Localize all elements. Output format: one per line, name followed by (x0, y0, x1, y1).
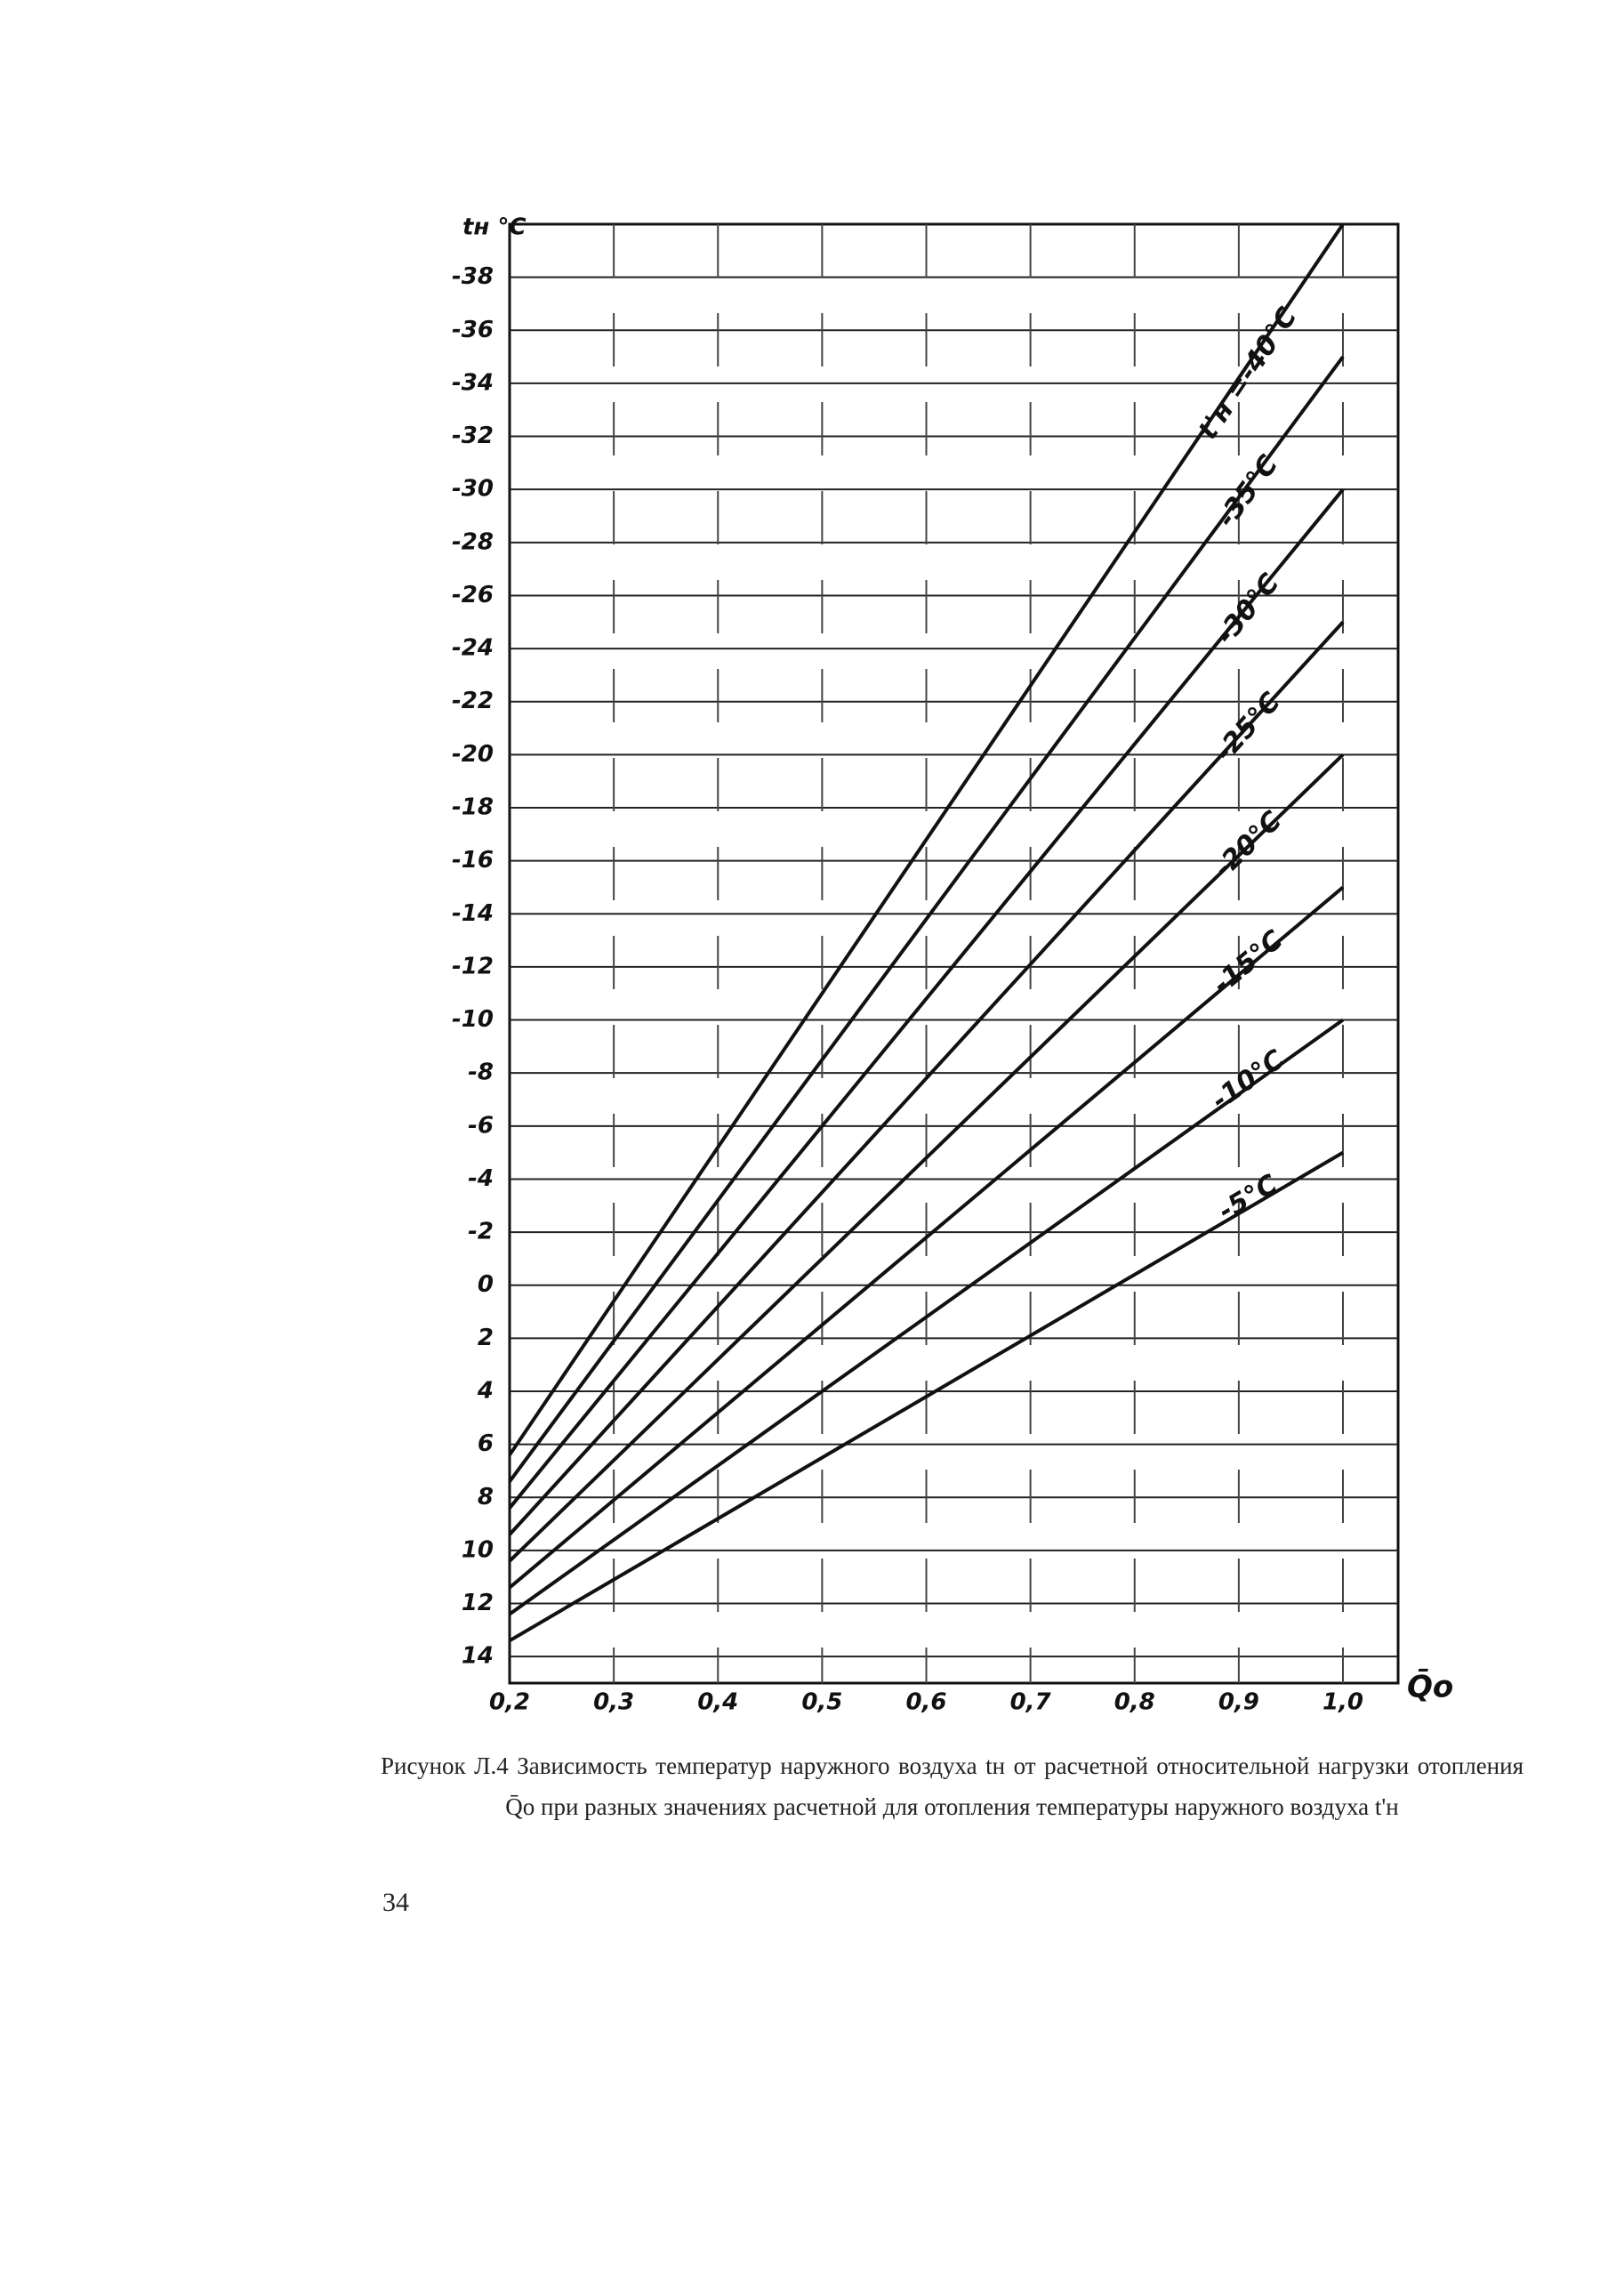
data-line (508, 753, 1345, 1563)
x-tick-label: 0,6 (905, 1689, 946, 1716)
y-tick-label: -24 (452, 635, 494, 662)
data-line (508, 885, 1345, 1590)
y-tick-label: -28 (452, 528, 494, 555)
y-tick-label: -10 (452, 1006, 494, 1033)
line-label: -5°C (1213, 1169, 1282, 1228)
y-tick-label: -6 (468, 1112, 494, 1139)
y-tick-label: -14 (452, 900, 494, 927)
y-tick-label: -4 (468, 1165, 494, 1192)
y-tick-label: -36 (452, 317, 494, 343)
data-line (508, 222, 1345, 1456)
line-label: -20°C (1208, 805, 1288, 884)
chart: tн °C Q̄o -38-36-34-32-30-28-26-24-22-20… (452, 214, 1453, 1716)
x-tick-label: 0,9 (1218, 1689, 1259, 1716)
x-axis-label: Q̄o (1407, 1667, 1453, 1704)
line-label: -10°C (1206, 1044, 1290, 1116)
y-tick-label: -2 (468, 1219, 494, 1245)
data-line (508, 355, 1345, 1483)
x-tick-label: 0,4 (697, 1689, 738, 1716)
x-tick-label: 0,3 (593, 1689, 634, 1716)
x-tick-label: 0,2 (489, 1689, 530, 1716)
plot-frame (508, 222, 1400, 1685)
figure-caption: Рисунок Л.4 Зависимость температур наруж… (381, 1752, 1524, 1820)
y-tick-label: 10 (462, 1536, 494, 1563)
x-tick-label: 1,0 (1323, 1689, 1363, 1716)
y-tick-label: -32 (452, 423, 494, 449)
y-tick-label: -12 (452, 953, 494, 979)
y-tick-label: -38 (452, 263, 494, 290)
y-tick-label: -18 (452, 794, 494, 821)
line-label: -30°C (1210, 568, 1286, 650)
data-line (508, 1018, 1345, 1616)
y-tick-label: 14 (462, 1643, 494, 1670)
y-tick-label: -30 (452, 476, 494, 503)
y-axis-label: tн °C (462, 214, 527, 241)
x-tick-label: 0,7 (1010, 1689, 1052, 1716)
data-line (508, 1150, 1345, 1643)
y-tick-label: -22 (452, 688, 494, 714)
y-tick-label: -26 (452, 582, 494, 608)
data-line (508, 487, 1345, 1510)
line-label: -15°C (1207, 924, 1289, 1000)
y-tick-label: 12 (462, 1590, 494, 1616)
line-label: -35°C (1211, 449, 1284, 533)
x-tick-label: 0,8 (1114, 1689, 1155, 1716)
y-tick-label: 6 (478, 1430, 494, 1457)
x-tick-label: 0,5 (801, 1689, 842, 1716)
page-number: 34 (382, 1888, 409, 1917)
line-label: t'н =-40°C (1193, 302, 1304, 446)
y-tick-label: 8 (478, 1484, 494, 1511)
y-tick-label: 4 (477, 1378, 494, 1405)
y-tick-label: -8 (468, 1059, 494, 1086)
y-tick-label: -16 (452, 847, 494, 874)
y-tick-label: -34 (452, 369, 494, 396)
y-tick-label: 0 (478, 1271, 494, 1298)
y-tick-label: 2 (478, 1325, 494, 1351)
y-tick-label: -20 (452, 741, 494, 768)
data-line (508, 620, 1345, 1536)
